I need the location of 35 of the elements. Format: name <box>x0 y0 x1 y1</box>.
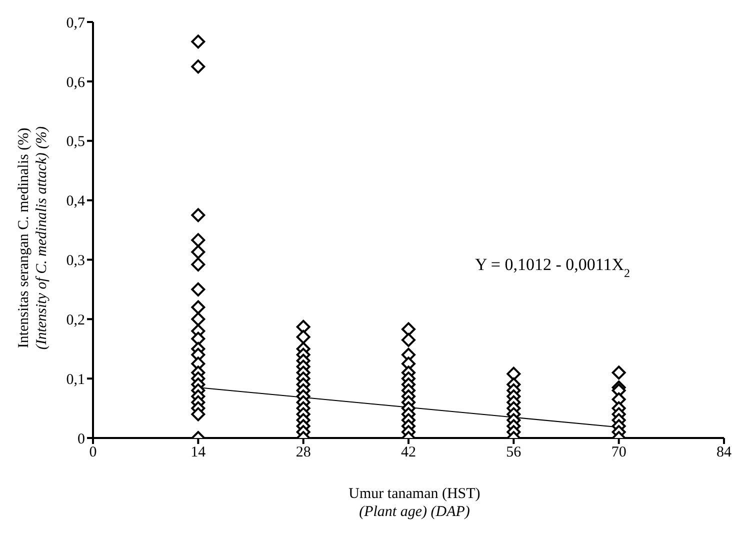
point <box>296 320 310 334</box>
y-tick-label: 0,3 <box>66 253 85 270</box>
point <box>191 282 206 296</box>
point <box>191 300 206 314</box>
x-tick-label: 84 <box>716 444 732 461</box>
x-tick-label: 28 <box>296 444 311 461</box>
x-tick-label: 0 <box>89 444 97 461</box>
point <box>191 407 206 422</box>
x-tick-label: 42 <box>401 444 416 461</box>
x-tick-label: 56 <box>506 444 522 461</box>
point <box>191 332 206 346</box>
y-tick-label: 0,7 <box>66 15 86 32</box>
point <box>191 244 206 259</box>
point <box>191 233 206 248</box>
point <box>191 257 206 272</box>
x-tick-label: 70 <box>611 444 626 461</box>
y-tick-label: 0,5 <box>66 134 85 150</box>
x-tick-label: 14 <box>190 444 206 461</box>
point <box>191 34 206 49</box>
point <box>402 322 416 336</box>
point <box>191 60 206 74</box>
x-axis-title: Umur tanaman (HST) (Plant age) (DAP) <box>348 486 480 520</box>
point <box>402 332 416 347</box>
y-tick-label: 0,2 <box>66 312 85 328</box>
y-tick-label: 0,4 <box>66 194 86 210</box>
y-tick-label: 0,6 <box>66 74 86 91</box>
annotation: Y = 0,1012 - 0,0011X$_{2}$ <box>475 255 630 280</box>
point <box>191 208 206 222</box>
point <box>612 366 626 380</box>
point <box>296 330 310 344</box>
point <box>506 366 521 381</box>
point <box>191 312 206 326</box>
y-tick-label: 0 <box>78 431 85 448</box>
y-axis-title: Intensitas serangan C. medinalis (%) (Intensity of C. medinalis attack) (%) <box>16 126 50 350</box>
y-tick-label: 0,1 <box>66 372 85 388</box>
